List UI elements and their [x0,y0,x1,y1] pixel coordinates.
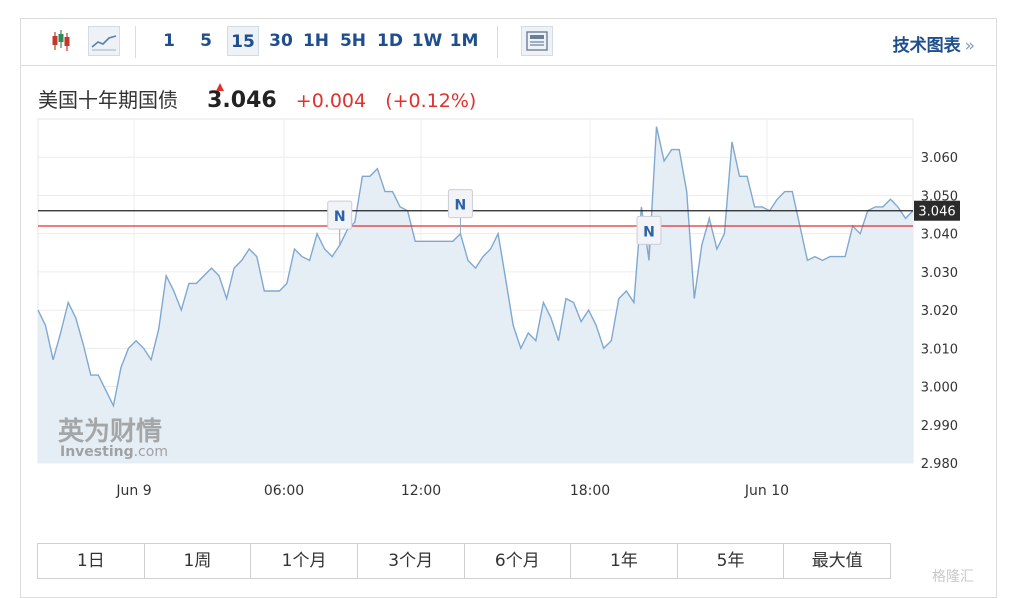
x-tick-label: Jun 9 [115,483,151,499]
x-tick-label: 06:00 [264,483,304,499]
range-selector: 1日 1周 1个月 3个月 6个月 1年 5年 最大值 [37,543,891,579]
timeframe-5h[interactable]: 5H [339,31,367,51]
timeframe-15[interactable]: 15 [227,26,259,56]
x-tick-label: 12:00 [401,483,441,499]
instrument-change-percent: (+0.12%) [385,90,477,112]
line-chart-icon[interactable] [88,26,120,56]
technical-chart-label: 技术图表 [892,36,961,56]
chart-toolbar: 1 5 15 30 1H 5H 1D 1W 1M 技术图表» [20,18,997,66]
y-tick-label: 3.030 [921,266,958,281]
instrument-price: 3.046 [207,88,277,113]
range-5y-button[interactable]: 5年 [677,544,785,578]
price-line [37,126,914,408]
range-1y-button[interactable]: 1年 [571,544,678,578]
news-panel-icon[interactable] [521,26,553,56]
investing-logo: 英为财情 Investing.com [58,417,168,460]
range-1d-button[interactable]: 1日 [38,544,145,578]
y-tick-label: 3.020 [921,304,958,319]
technical-chart-link[interactable]: 技术图表» [893,31,975,56]
timeframe-1m[interactable]: 1M [449,31,479,51]
timeframe-1h[interactable]: 1H [302,31,330,51]
range-6m-button[interactable]: 6个月 [464,544,572,578]
y-tick-label: 3.040 [921,228,958,243]
range-max-button[interactable]: 最大值 [784,544,890,578]
watermark-text: 格隆汇 [932,569,974,585]
up-indicator-icon [216,83,224,91]
news-marker-label: N [334,209,346,225]
price-area [38,126,913,463]
timeframe-1w[interactable]: 1W [411,31,443,51]
y-tick-label: 3.000 [921,381,958,396]
svg-text:3.046: 3.046 [918,205,955,220]
x-tick-label: Jun 10 [744,483,789,499]
timeframe-1d[interactable]: 1D [377,31,403,51]
timeframe-1[interactable]: 1 [163,31,175,51]
range-1w-button[interactable]: 1周 [144,544,252,578]
double-chevron-right-icon: » [964,36,975,56]
y-tick-label: 2.990 [921,419,958,434]
y-tick-label: 3.050 [921,189,958,204]
timeframe-5[interactable]: 5 [200,31,212,51]
x-tick-label: 18:00 [570,483,610,499]
news-marker[interactable]: N [636,215,662,261]
range-3m-button[interactable]: 3个月 [357,544,465,578]
news-marker-label: N [455,198,467,214]
news-marker[interactable]: N [327,200,353,246]
current-price-label: 3.046 [914,200,960,221]
y-tick-label: 2.980 [921,457,958,472]
news-marker[interactable]: N [447,189,473,234]
news-marker-label: N [643,224,655,240]
toolbar-separator [497,26,498,58]
candlestick-icon[interactable] [46,26,76,56]
range-1m-button[interactable]: 1个月 [251,544,358,578]
instrument-name: 美国十年期国债 [38,88,178,112]
instrument-change: +0.004 [295,90,367,112]
toolbar-separator [135,26,136,58]
y-tick-label: 3.010 [921,342,958,357]
instrument-header: 美国十年期国债 3.046 +0.004 (+0.12%) [38,84,476,116]
y-tick-label: 3.060 [921,151,958,166]
logo-chinese-text: 英为财情 [58,417,162,447]
timeframe-30[interactable]: 30 [269,31,293,51]
logo-english-text: Investing.com [60,444,168,460]
